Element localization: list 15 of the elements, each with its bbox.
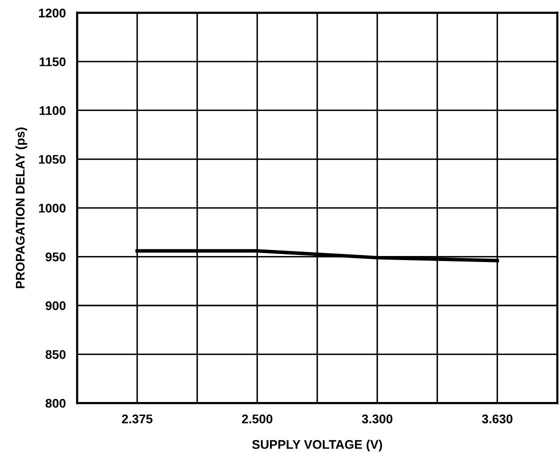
x-tick-label: 2.375 [122,414,152,424]
x-tick-label: 2.500 [242,414,272,424]
y-tick-label: 1200 [39,8,66,18]
y-tick-label: 1000 [39,204,66,213]
y-tick-label: 950 [46,252,66,262]
x-tick-label: 3.300 [362,414,392,424]
y-tick-label: 1150 [40,57,66,66]
x-tick-label: 3.630 [482,414,512,424]
x-axis-title: SUPPLY VOLTAGE (V) [252,440,382,452]
y-tick-label: 1100 [40,106,66,116]
y-axis-title: PROPAGATION DELAY (ps) [15,128,28,288]
y-tick-label: 850 [46,350,66,359]
y-tick-label: 800 [46,398,66,408]
y-tick-label: 1050 [39,154,66,164]
y-tick-label: 900 [46,301,66,310]
